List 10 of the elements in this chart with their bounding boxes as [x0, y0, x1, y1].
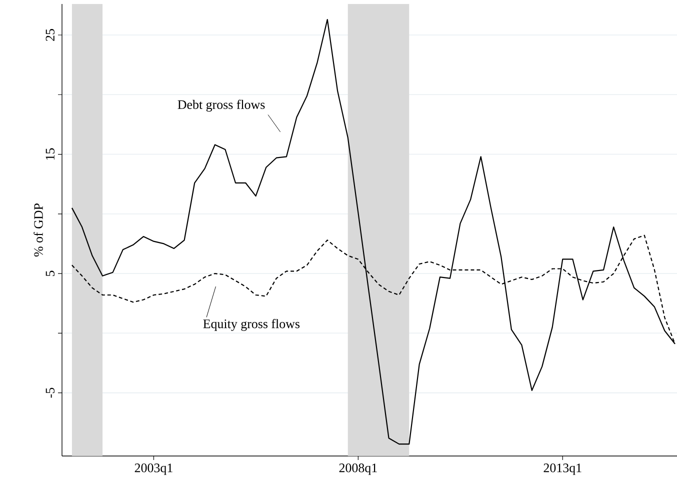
y-tick-label: 5 [46, 270, 54, 276]
y-tick-label: -5 [46, 388, 54, 398]
x-tick-label: 2003q1 [134, 464, 172, 475]
annotation: Debt gross flows [178, 100, 265, 112]
annotation: Equity gross flows [203, 318, 300, 331]
y-axis-title: % of GDP [34, 204, 43, 257]
y-tick-label: 15 [46, 148, 54, 160]
x-tick-label: 2008q1 [339, 464, 377, 475]
x-tick-label: 2013q1 [544, 464, 582, 475]
y-tick-label: 25 [46, 29, 54, 41]
